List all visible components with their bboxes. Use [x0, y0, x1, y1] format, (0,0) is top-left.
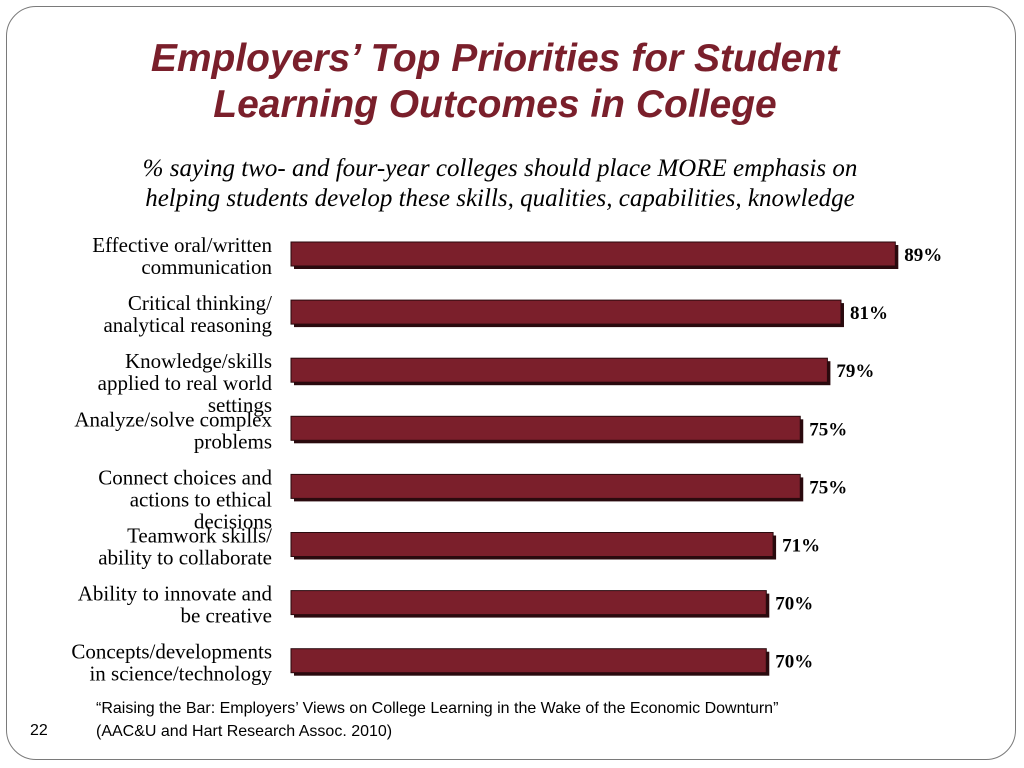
value-label: 89%: [904, 245, 942, 266]
value-label: 79%: [836, 361, 874, 382]
subtitle-line-1: % saying two- and four-year colleges sho…: [142, 155, 858, 182]
value-label: 75%: [809, 419, 847, 440]
bar: [290, 648, 767, 674]
bar: [290, 241, 896, 267]
subtitle-line-2: helping students develop these skills, q…: [145, 185, 855, 212]
category-label: Teamwork skills/ability to collaborate: [98, 524, 272, 570]
slide-subtitle: % saying two- and four-year colleges sho…: [40, 154, 960, 214]
value-label: 70%: [775, 594, 813, 615]
slide-title: Employers’ Top Priorities for Student Le…: [60, 36, 930, 128]
title-line-1: Employers’ Top Priorities for Student: [150, 37, 840, 80]
source-line-2: (AAC&U and Hart Research Assoc. 2010): [96, 723, 393, 740]
category-label: Critical thinking/analytical reasoning: [103, 291, 272, 337]
category-label: Ability to innovate and be creative: [78, 582, 273, 628]
source-citation: “Raising the Bar: Employers’ Views on Co…: [96, 697, 778, 743]
category-label: Knowledge/skills applied to real world set…: [98, 349, 273, 417]
value-label: 70%: [775, 652, 813, 673]
value-label: 71%: [782, 536, 820, 557]
value-label: 75%: [809, 477, 847, 498]
category-label: Effective oral/written communication: [92, 233, 272, 279]
category-label: Analyze/solve complex problems: [74, 407, 272, 453]
source-line-1: “Raising the Bar: Employers’ Views on Co…: [96, 700, 779, 717]
title-line-2: Learning Outcomes in College: [213, 83, 777, 126]
bar: [290, 357, 828, 383]
bar: [290, 532, 774, 557]
slide-frame: [6, 6, 1016, 760]
bar: [290, 299, 842, 325]
category-label: Concepts/developments in science/technolo…: [71, 640, 272, 686]
bar: [290, 590, 767, 616]
bar: [290, 473, 801, 499]
category-label: Connect choices and actions to ethical dec…: [98, 465, 272, 533]
slide-number: 22: [30, 722, 48, 739]
value-label: 81%: [850, 303, 888, 324]
bar: [290, 415, 801, 441]
